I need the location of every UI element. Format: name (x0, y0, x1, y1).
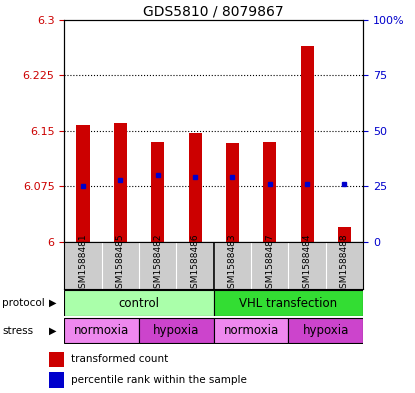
Text: GSM1588482: GSM1588482 (153, 233, 162, 294)
Bar (188, 133, 202, 242)
Bar (76, 125, 90, 242)
Text: GSM1588483: GSM1588483 (228, 233, 237, 294)
Text: GSM1588485: GSM1588485 (116, 233, 125, 294)
Text: GSM1588487: GSM1588487 (265, 233, 274, 294)
Text: GSM1588488: GSM1588488 (340, 233, 349, 294)
Text: GSM1588484: GSM1588484 (303, 233, 312, 294)
Bar (300, 46, 314, 242)
Text: ▶: ▶ (49, 325, 56, 336)
Bar (64, 318, 139, 343)
Text: VHL transfection: VHL transfection (239, 296, 337, 310)
Text: stress: stress (2, 325, 33, 336)
Text: ▶: ▶ (49, 298, 56, 308)
Text: GSM1588486: GSM1588486 (190, 233, 200, 294)
Bar (114, 123, 127, 242)
Bar (64, 290, 214, 316)
Bar (151, 142, 164, 242)
Bar (226, 143, 239, 242)
Title: GDS5810 / 8079867: GDS5810 / 8079867 (144, 4, 284, 18)
Bar (214, 318, 288, 343)
Bar (288, 318, 363, 343)
Text: transformed count: transformed count (71, 354, 169, 364)
Bar (214, 290, 363, 316)
Text: control: control (119, 296, 159, 310)
Bar (49, 373, 64, 387)
Text: hypoxia: hypoxia (303, 324, 349, 337)
Text: hypoxia: hypoxia (153, 324, 200, 337)
Text: GSM1588481: GSM1588481 (78, 233, 88, 294)
Text: protocol: protocol (2, 298, 45, 308)
Text: percentile rank within the sample: percentile rank within the sample (71, 375, 247, 385)
Bar (139, 318, 214, 343)
Text: normoxia: normoxia (74, 324, 129, 337)
Bar (49, 352, 64, 367)
Bar (338, 227, 351, 242)
Text: normoxia: normoxia (223, 324, 279, 337)
Bar (263, 142, 276, 242)
